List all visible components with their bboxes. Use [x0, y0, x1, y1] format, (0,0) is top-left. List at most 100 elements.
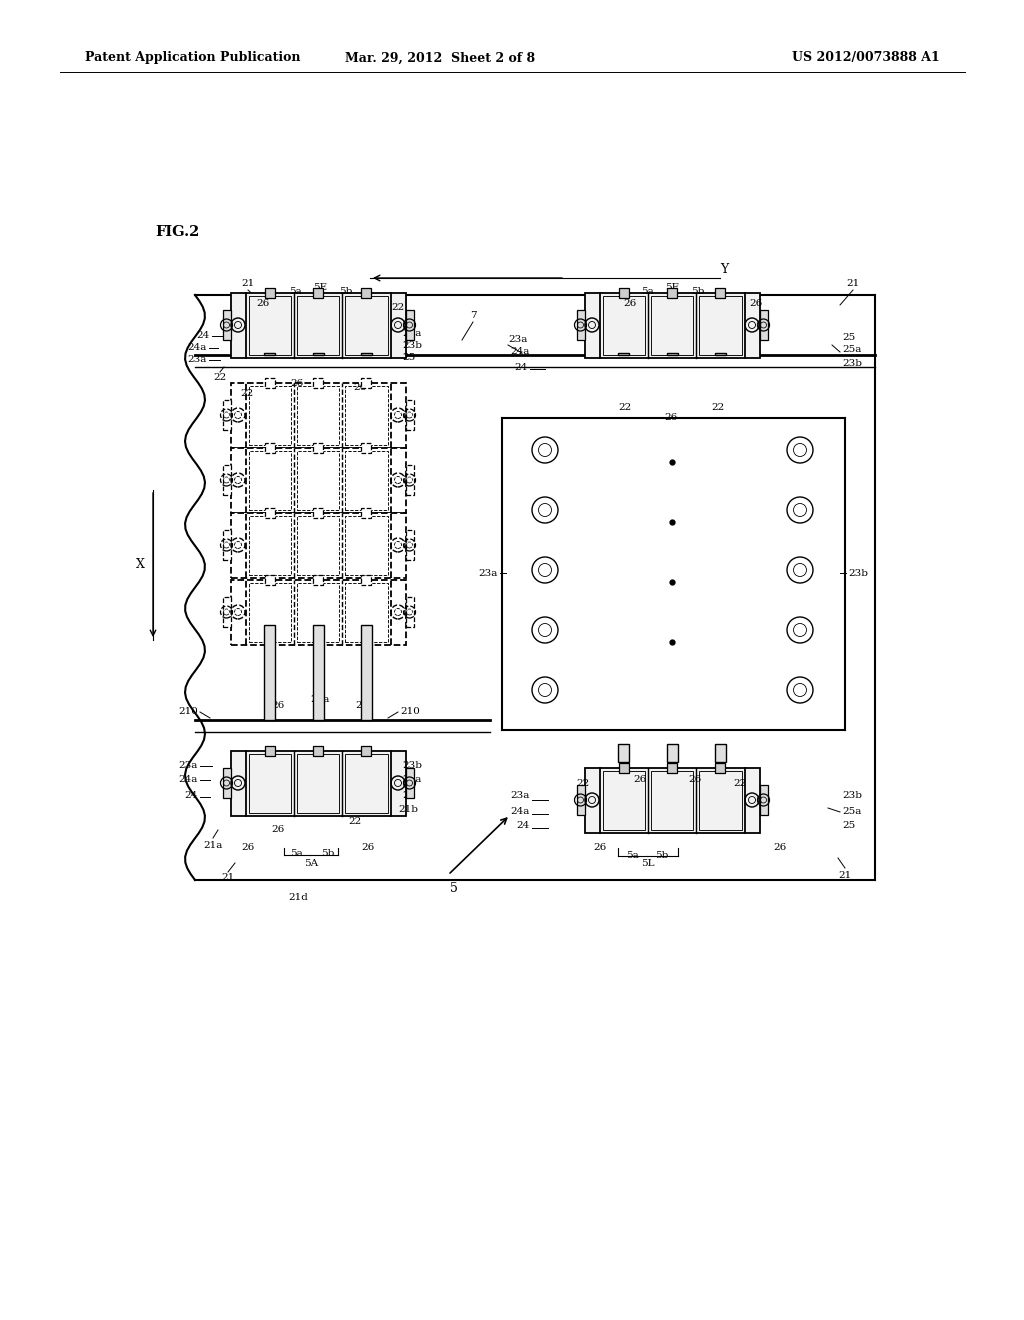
- Text: 5F: 5F: [666, 284, 679, 293]
- Bar: [222, 466, 230, 495]
- Text: 22: 22: [618, 404, 632, 412]
- Bar: [297, 296, 339, 355]
- Text: 22: 22: [348, 817, 361, 826]
- Text: 24: 24: [517, 821, 530, 830]
- Text: Mar. 29, 2012  Sheet 2 of 8: Mar. 29, 2012 Sheet 2 of 8: [345, 51, 536, 65]
- Bar: [699, 296, 741, 355]
- Text: 26: 26: [353, 384, 367, 392]
- Bar: [361, 507, 372, 517]
- Bar: [297, 450, 339, 510]
- Text: 25a: 25a: [402, 776, 421, 784]
- Bar: [699, 771, 741, 829]
- Bar: [297, 582, 339, 642]
- Text: 7: 7: [470, 310, 476, 319]
- Text: 5E: 5E: [313, 284, 327, 293]
- Text: 26: 26: [291, 380, 304, 388]
- Text: 24a: 24a: [511, 808, 530, 817]
- Bar: [222, 310, 230, 339]
- Bar: [297, 385, 339, 445]
- Text: 21: 21: [242, 279, 255, 288]
- Bar: [618, 352, 629, 355]
- Bar: [345, 754, 387, 813]
- Bar: [667, 744, 678, 762]
- Bar: [313, 288, 323, 297]
- Bar: [249, 385, 291, 445]
- Bar: [312, 624, 324, 719]
- Text: 23a: 23a: [478, 569, 498, 578]
- Bar: [264, 507, 274, 517]
- Text: FIG.2: FIG.2: [155, 224, 200, 239]
- Text: 5a: 5a: [289, 288, 301, 297]
- Text: 21: 21: [839, 870, 852, 879]
- Text: 26: 26: [355, 701, 369, 710]
- Bar: [361, 746, 372, 755]
- Text: 26: 26: [593, 843, 606, 853]
- Text: 25a: 25a: [842, 808, 861, 817]
- Text: 23b: 23b: [402, 342, 422, 351]
- Bar: [230, 447, 406, 512]
- Bar: [406, 400, 414, 429]
- Text: Patent Application Publication: Patent Application Publication: [85, 51, 300, 65]
- Bar: [249, 754, 291, 813]
- Text: 5L: 5L: [641, 859, 654, 869]
- Bar: [577, 785, 585, 814]
- Text: 25a: 25a: [842, 346, 861, 355]
- Text: 26: 26: [242, 842, 255, 851]
- Bar: [230, 751, 406, 816]
- Bar: [313, 507, 323, 517]
- Text: 5a: 5a: [290, 849, 302, 858]
- Text: 22: 22: [577, 780, 590, 788]
- Bar: [716, 288, 725, 297]
- Bar: [230, 293, 406, 358]
- Text: 21: 21: [847, 279, 859, 288]
- Text: 26: 26: [271, 701, 285, 710]
- Text: Y: Y: [720, 263, 728, 276]
- Text: 24: 24: [197, 331, 210, 341]
- Bar: [264, 574, 274, 585]
- Bar: [716, 763, 725, 772]
- Bar: [602, 771, 645, 829]
- Text: 23b: 23b: [402, 762, 422, 771]
- Text: 5a: 5a: [626, 850, 638, 859]
- Text: X: X: [136, 558, 145, 572]
- Bar: [297, 754, 339, 813]
- Text: 22: 22: [733, 780, 746, 788]
- Text: 22: 22: [391, 304, 404, 313]
- Text: 21d: 21d: [288, 894, 308, 903]
- Bar: [760, 310, 768, 339]
- Bar: [361, 288, 372, 297]
- Text: 23a: 23a: [187, 355, 207, 364]
- Bar: [577, 310, 585, 339]
- Bar: [667, 288, 677, 297]
- Text: 26: 26: [750, 298, 763, 308]
- Bar: [345, 296, 387, 355]
- Bar: [264, 378, 274, 388]
- Bar: [249, 296, 291, 355]
- Bar: [313, 378, 323, 388]
- Text: 26: 26: [634, 776, 646, 784]
- Bar: [264, 442, 274, 453]
- Text: 25a: 25a: [402, 330, 421, 338]
- Bar: [360, 352, 372, 355]
- Text: 24a: 24a: [187, 343, 207, 352]
- Bar: [222, 400, 230, 429]
- Text: 5b: 5b: [322, 849, 335, 858]
- Text: 26: 26: [256, 298, 269, 308]
- Bar: [667, 352, 678, 355]
- Bar: [222, 768, 230, 797]
- Text: 24: 24: [184, 791, 198, 800]
- Text: 5b: 5b: [339, 288, 352, 297]
- Text: 210: 210: [178, 708, 198, 717]
- Text: 22: 22: [213, 374, 226, 383]
- Bar: [249, 516, 291, 574]
- Text: 25: 25: [402, 354, 416, 363]
- Bar: [313, 574, 323, 585]
- Bar: [360, 624, 372, 719]
- Text: 23b: 23b: [842, 359, 862, 367]
- Text: 5b: 5b: [655, 850, 669, 859]
- Bar: [361, 378, 372, 388]
- Text: 26: 26: [271, 825, 285, 834]
- Text: 23a: 23a: [178, 762, 198, 771]
- Bar: [406, 768, 414, 797]
- Bar: [715, 352, 726, 355]
